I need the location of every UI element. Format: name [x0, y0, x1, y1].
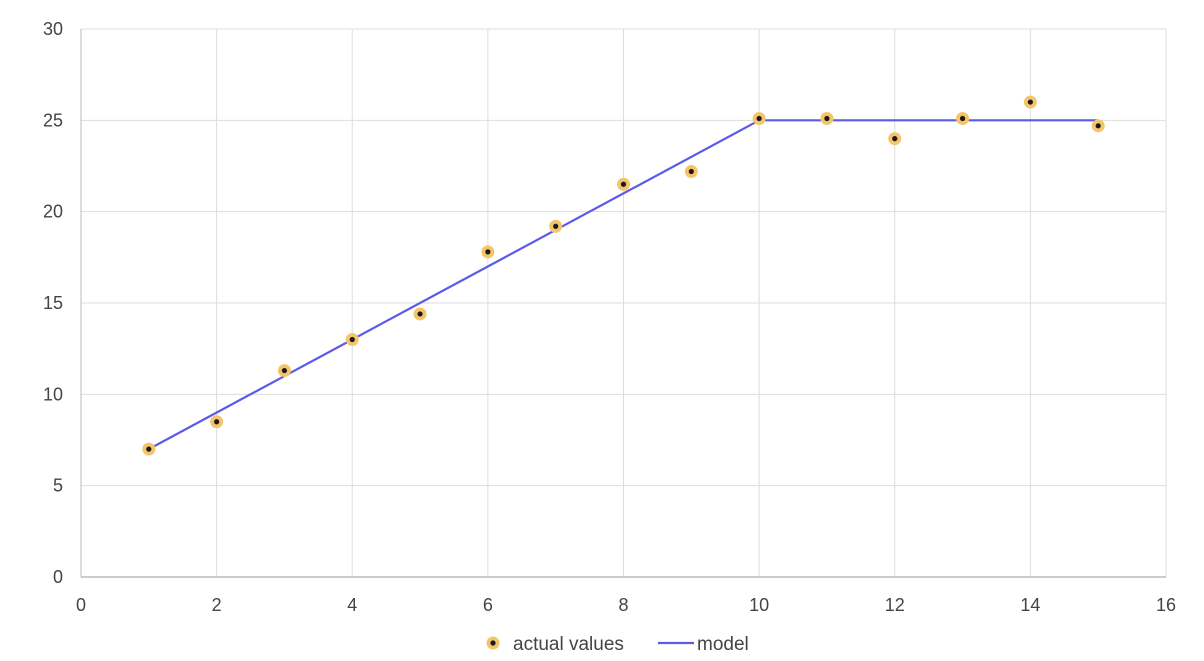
x-tick-label: 8 — [618, 595, 628, 615]
data-point-center — [959, 115, 966, 122]
data-point — [1091, 119, 1105, 133]
data-point — [684, 164, 698, 178]
data-point-center — [349, 336, 355, 343]
data-point — [413, 307, 427, 321]
data-point — [888, 132, 902, 146]
x-tick-label: 0 — [76, 595, 86, 615]
data-point — [956, 112, 970, 126]
legend-item-model[interactable]: model — [658, 634, 749, 655]
data-point — [277, 364, 291, 378]
data-point — [1023, 95, 1037, 109]
data-point-center — [146, 446, 152, 452]
data-point — [752, 112, 766, 126]
data-point-center — [553, 223, 559, 229]
legend-marker-scatter-center — [490, 640, 496, 646]
grid — [80, 28, 1167, 578]
y-tick-label: 30 — [43, 19, 63, 39]
data-point-center — [620, 181, 627, 187]
legend-item-actual-values[interactable]: actual values — [486, 634, 624, 655]
data-point-center — [824, 115, 830, 122]
axes — [80, 29, 1166, 578]
data-point — [210, 415, 224, 429]
x-tick-label: 16 — [1156, 595, 1176, 615]
y-tick-label: 25 — [43, 110, 63, 130]
data-point — [345, 333, 359, 347]
data-point-center — [1095, 123, 1101, 129]
data-point — [617, 177, 630, 191]
data-point-center — [417, 311, 423, 317]
x-tick-label: 6 — [483, 595, 493, 615]
data-point — [820, 112, 834, 126]
y-tick-label: 5 — [53, 476, 63, 496]
x-tick-label: 10 — [749, 595, 769, 615]
x-tick-label: 4 — [347, 595, 357, 615]
x-tick-label: 12 — [885, 595, 905, 615]
legend-label: actual values — [513, 634, 624, 655]
data-point-center — [756, 115, 762, 122]
y-tick-label: 20 — [43, 202, 63, 222]
y-axis-ticks: 0 5 10 15 20 25 30 — [43, 19, 63, 587]
x-tick-label: 2 — [212, 595, 222, 615]
data-point — [142, 442, 156, 456]
data-point-center — [485, 249, 491, 255]
y-tick-label: 0 — [53, 567, 63, 587]
actual-values-series — [142, 95, 1105, 456]
data-point-center — [892, 136, 898, 142]
x-axis-ticks: 0 2 4 6 8 10 12 14 16 — [76, 595, 1176, 615]
legend-label: model — [697, 634, 749, 655]
legend[interactable]: actual values model — [486, 634, 749, 655]
data-point-center — [214, 419, 220, 425]
data-point-center — [281, 367, 288, 374]
data-point-center — [1027, 99, 1033, 105]
data-point — [481, 245, 495, 259]
x-tick-label: 14 — [1020, 595, 1040, 615]
data-point-center — [688, 168, 694, 175]
y-tick-label: 15 — [43, 293, 63, 313]
data-point — [549, 219, 563, 233]
y-tick-label: 10 — [43, 384, 63, 404]
